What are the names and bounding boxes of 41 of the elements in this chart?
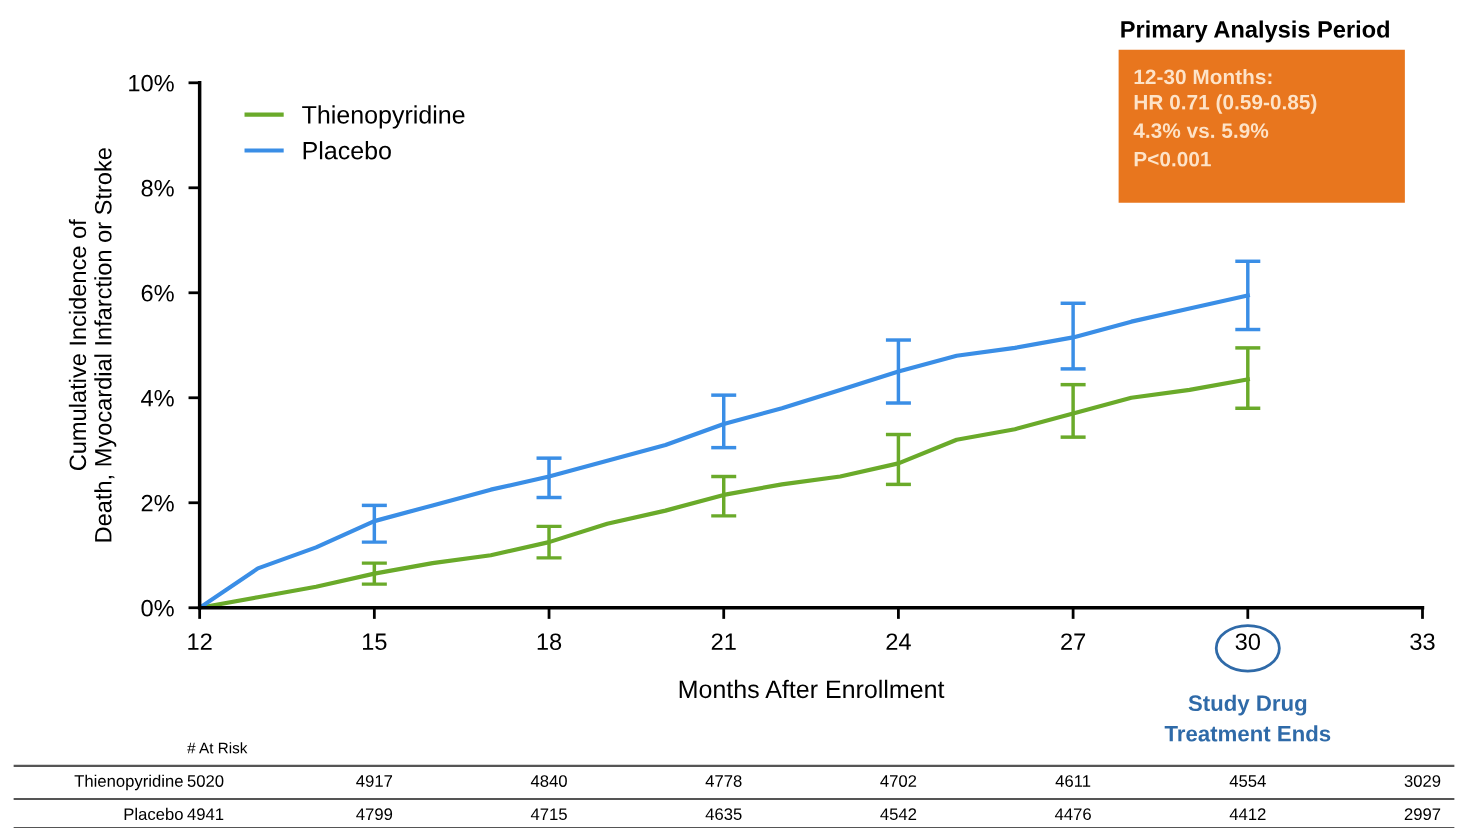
text: 4702 bbox=[880, 775, 917, 787]
text: # At Risk bbox=[187, 742, 248, 754]
y-tick-label: 2% bbox=[141, 494, 174, 512]
y-tick-label: 6% bbox=[141, 284, 174, 302]
text: 4799 bbox=[356, 808, 393, 821]
text: Placebo bbox=[124, 807, 183, 821]
x-tick-label: 24 bbox=[886, 633, 911, 650]
text: 4476 bbox=[1054, 808, 1091, 821]
legend-label: Thienopyridine bbox=[302, 105, 465, 129]
text: Primary Analysis Period bbox=[1121, 20, 1389, 43]
y-tick-label: 8% bbox=[141, 179, 174, 197]
annotation: HR 0.71 (0.59-0.85) 4.3% vs. 5.9% P<0.001 bbox=[1133, 94, 1317, 167]
text: 4840 bbox=[530, 775, 567, 787]
x-tick-label: 12 bbox=[188, 633, 212, 650]
x-axis-title: Months After Enrollment bbox=[679, 679, 945, 699]
annotation: 12-30 Months: bbox=[1134, 68, 1272, 85]
text: 2997 bbox=[1404, 808, 1441, 821]
y-axis-title: Cumulative Incidence of Death, Myocardial Infarction or Stroke bbox=[68, 148, 117, 542]
text: 4917 bbox=[356, 775, 393, 787]
x-tick-label: 30 bbox=[1235, 633, 1261, 651]
text: Thienopyridine bbox=[74, 774, 183, 791]
y-tick-label: 0% bbox=[141, 599, 174, 617]
text: 4542 bbox=[880, 808, 917, 821]
x-tick-label: 15 bbox=[363, 633, 387, 651]
y-tick-label: 10% bbox=[129, 74, 174, 92]
text: 5020 bbox=[187, 775, 224, 787]
x-tick-label: 33 bbox=[1410, 633, 1435, 651]
text: Study Drug Treatment Ends bbox=[1164, 694, 1331, 742]
x-tick-label: 21 bbox=[711, 633, 736, 650]
text: 4611 bbox=[1055, 775, 1091, 787]
text: 4941 bbox=[187, 808, 224, 821]
text: 3029 bbox=[1404, 775, 1441, 787]
text: 4412 bbox=[1229, 808, 1266, 820]
text: 4715 bbox=[530, 808, 567, 821]
text: 4554 bbox=[1229, 775, 1266, 787]
x-tick-label: 27 bbox=[1061, 633, 1086, 650]
text: 4778 bbox=[705, 775, 742, 787]
y-tick-label: 4% bbox=[141, 389, 174, 407]
x-tick-label: 18 bbox=[537, 633, 562, 651]
text: 4635 bbox=[705, 808, 742, 821]
legend-label: Placebo bbox=[303, 141, 391, 160]
